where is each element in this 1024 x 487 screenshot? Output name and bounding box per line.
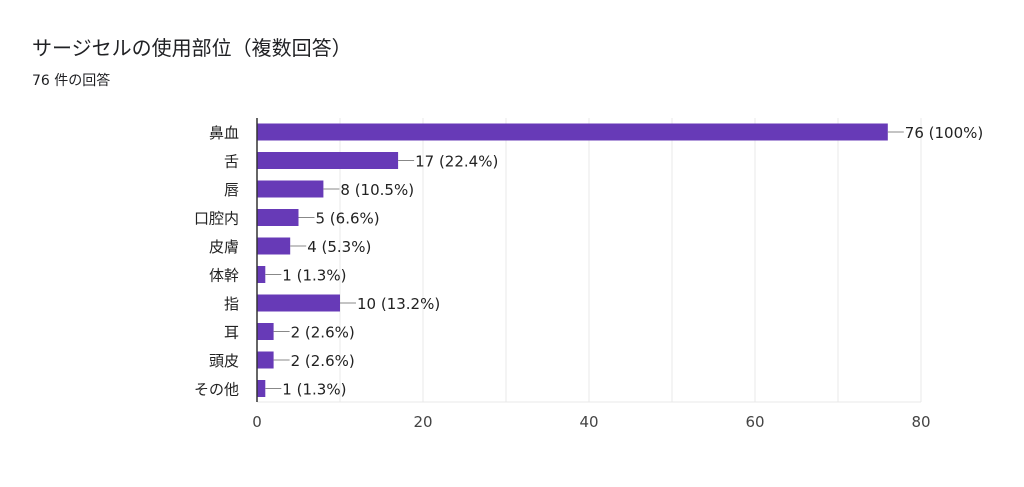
- bars: [257, 123, 888, 397]
- bar: [257, 237, 291, 255]
- grid-lines: [257, 118, 922, 403]
- category-label: 口腔内: [194, 210, 239, 228]
- bar: [257, 209, 299, 226]
- bar: [257, 380, 266, 397]
- x-tick-label: 20: [413, 413, 432, 431]
- bar: [257, 351, 274, 369]
- data-label: 2 (2.6%): [291, 324, 355, 342]
- category-label: 頭皮: [209, 352, 239, 370]
- data-label: 1 (1.3%): [282, 267, 346, 285]
- data-label: 8 (10.5%): [340, 181, 414, 199]
- bar: [257, 123, 888, 141]
- category-label: 鼻血: [209, 124, 239, 142]
- category-label: 指: [224, 295, 239, 313]
- x-tick-label: 60: [745, 413, 764, 431]
- bar: [257, 266, 266, 283]
- x-tick-label: 0: [252, 413, 262, 431]
- data-label: 17 (22.4%): [415, 153, 498, 171]
- labels: 0 20 40 60 80 鼻血 76 (100%) 舌 17 (22.4%) 唇 8 (10.5%…: [194, 124, 983, 431]
- data-label: 2 (2.6%): [291, 352, 355, 370]
- data-label: 4 (5.3%): [307, 238, 371, 256]
- bar: [257, 323, 274, 340]
- data-label: 76 (100%): [905, 124, 983, 142]
- data-label: 1 (1.3%): [282, 381, 346, 399]
- category-label: 唇: [224, 181, 239, 199]
- category-label: 耳: [224, 324, 239, 342]
- category-label: 体幹: [209, 267, 239, 285]
- chart-title: サージセルの使用部位（複数回答）: [32, 36, 352, 60]
- category-label: その他: [194, 381, 239, 399]
- bar: [257, 294, 340, 312]
- x-tick-label: 80: [911, 413, 930, 431]
- data-label: 10 (13.2%): [357, 295, 440, 313]
- x-tick-label: 40: [579, 413, 598, 431]
- response-count: 76 件の回答: [32, 73, 111, 89]
- category-label: 皮膚: [209, 238, 239, 256]
- bar: [257, 180, 324, 198]
- category-label: 舌: [224, 153, 239, 171]
- bar: [257, 152, 399, 169]
- data-label: 5 (6.6%): [316, 210, 380, 228]
